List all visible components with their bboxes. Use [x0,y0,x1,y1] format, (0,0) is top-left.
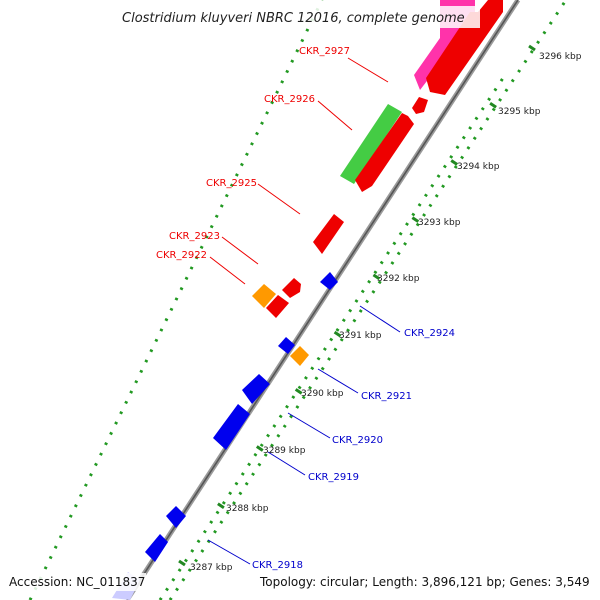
major-tick-3289 [255,445,264,452]
gene-label-ckr-2925[interactable]: CKR_2925 [206,178,257,189]
gene-label-ckr-2922[interactable]: CKR_2922 [156,250,207,261]
gene-ckr-2921-orange[interactable] [290,346,309,366]
axis-tick-labels: 3287 kbp 3288 kbp 3289 kbp 3290 kbp 3291… [190,52,582,573]
tick-label-3287: 3287 kbp [190,563,233,573]
outer-right-dotted-ring [168,0,568,600]
gene-labels-right: CKR_2924 CKR_2921 CKR_2920 CKR_2919 CKR_… [252,328,455,571]
major-tick-3291 [333,330,342,338]
gene-label-ckr-2924[interactable]: CKR_2924 [404,328,455,339]
gene-ckr-2921-blue[interactable] [278,337,295,354]
major-tick-3292 [372,273,381,281]
inner-right-dotted-ring [158,74,507,600]
gene-label-ckr-2919[interactable]: CKR_2919 [308,472,359,483]
gene-label-ckr-2923[interactable]: CKR_2923 [169,231,220,242]
gene-label-ckr-2918[interactable]: CKR_2918 [252,560,303,571]
gene-labels-left: CKR_2927 CKR_2926 CKR_2925 CKR_2923 CKR_… [156,46,350,261]
accession-text: Accession: NC_011837 [9,575,145,589]
gene-label-ckr-2927[interactable]: CKR_2927 [299,46,350,57]
tick-label-3289: 3289 kbp [263,446,306,456]
reverse-genes [112,272,338,600]
outer-left-dotted-ring [28,0,324,600]
leader-lines [207,57,401,565]
gene-label-ckr-2920[interactable]: CKR_2920 [332,435,383,446]
gene-ckr-2918[interactable] [145,534,168,562]
major-tick-3290 [294,388,303,395]
gene-ckr-2923[interactable] [282,278,301,298]
map-title-text: Clostridium kluyveri NBRC 12016, complet… [122,11,465,26]
tick-label-3294: 3294 kbp [457,162,500,172]
tick-label-3292: 3292 kbp [377,274,420,284]
topology-summary-text: Topology: circular; Length: 3,896,121 bp… [259,575,590,589]
tick-label-3291: 3291 kbp [339,331,382,341]
major-tick-3288 [217,502,225,510]
map-title: Clostridium kluyveri NBRC 12016, complet… [118,6,480,28]
gene-ckr-2922-orange[interactable] [252,284,276,308]
tick-label-3293: 3293 kbp [418,218,461,228]
gene-ckr-2926-green[interactable] [340,104,402,184]
gene-ckr-2926-red-small[interactable] [412,97,428,114]
gene-ckr-2922-red[interactable] [266,295,289,318]
gene-label-ckr-2921[interactable]: CKR_2921 [361,391,412,402]
major-tick-3293 [411,216,420,223]
genome-backbone [124,0,521,600]
map-footer: Accession: NC_011837 Topology: circular;… [6,573,594,591]
major-tick-3287 [178,559,186,567]
tick-label-3288: 3288 kbp [226,504,269,514]
tick-label-3295: 3295 kbp [498,107,541,117]
gene-ckr-2927-red[interactable] [426,0,503,95]
major-tick-3294 [450,159,459,166]
major-ticks [178,44,536,567]
major-tick-3295 [489,101,497,109]
major-tick-3296 [528,44,536,52]
gene-ckr-2920-upper[interactable] [242,374,270,404]
forward-genes [252,0,503,318]
gene-ckr-2926-red[interactable] [355,113,414,192]
tick-label-3296: 3296 kbp [539,52,582,62]
gene-ckr-2924[interactable] [320,272,338,290]
gene-label-ckr-2926[interactable]: CKR_2926 [264,94,315,105]
tick-label-3290: 3290 kbp [301,389,344,399]
gene-ckr-2920-lower[interactable] [213,404,250,450]
gene-ckr-2925[interactable] [313,214,344,254]
gene-ckr-2919-upper[interactable] [166,506,186,528]
